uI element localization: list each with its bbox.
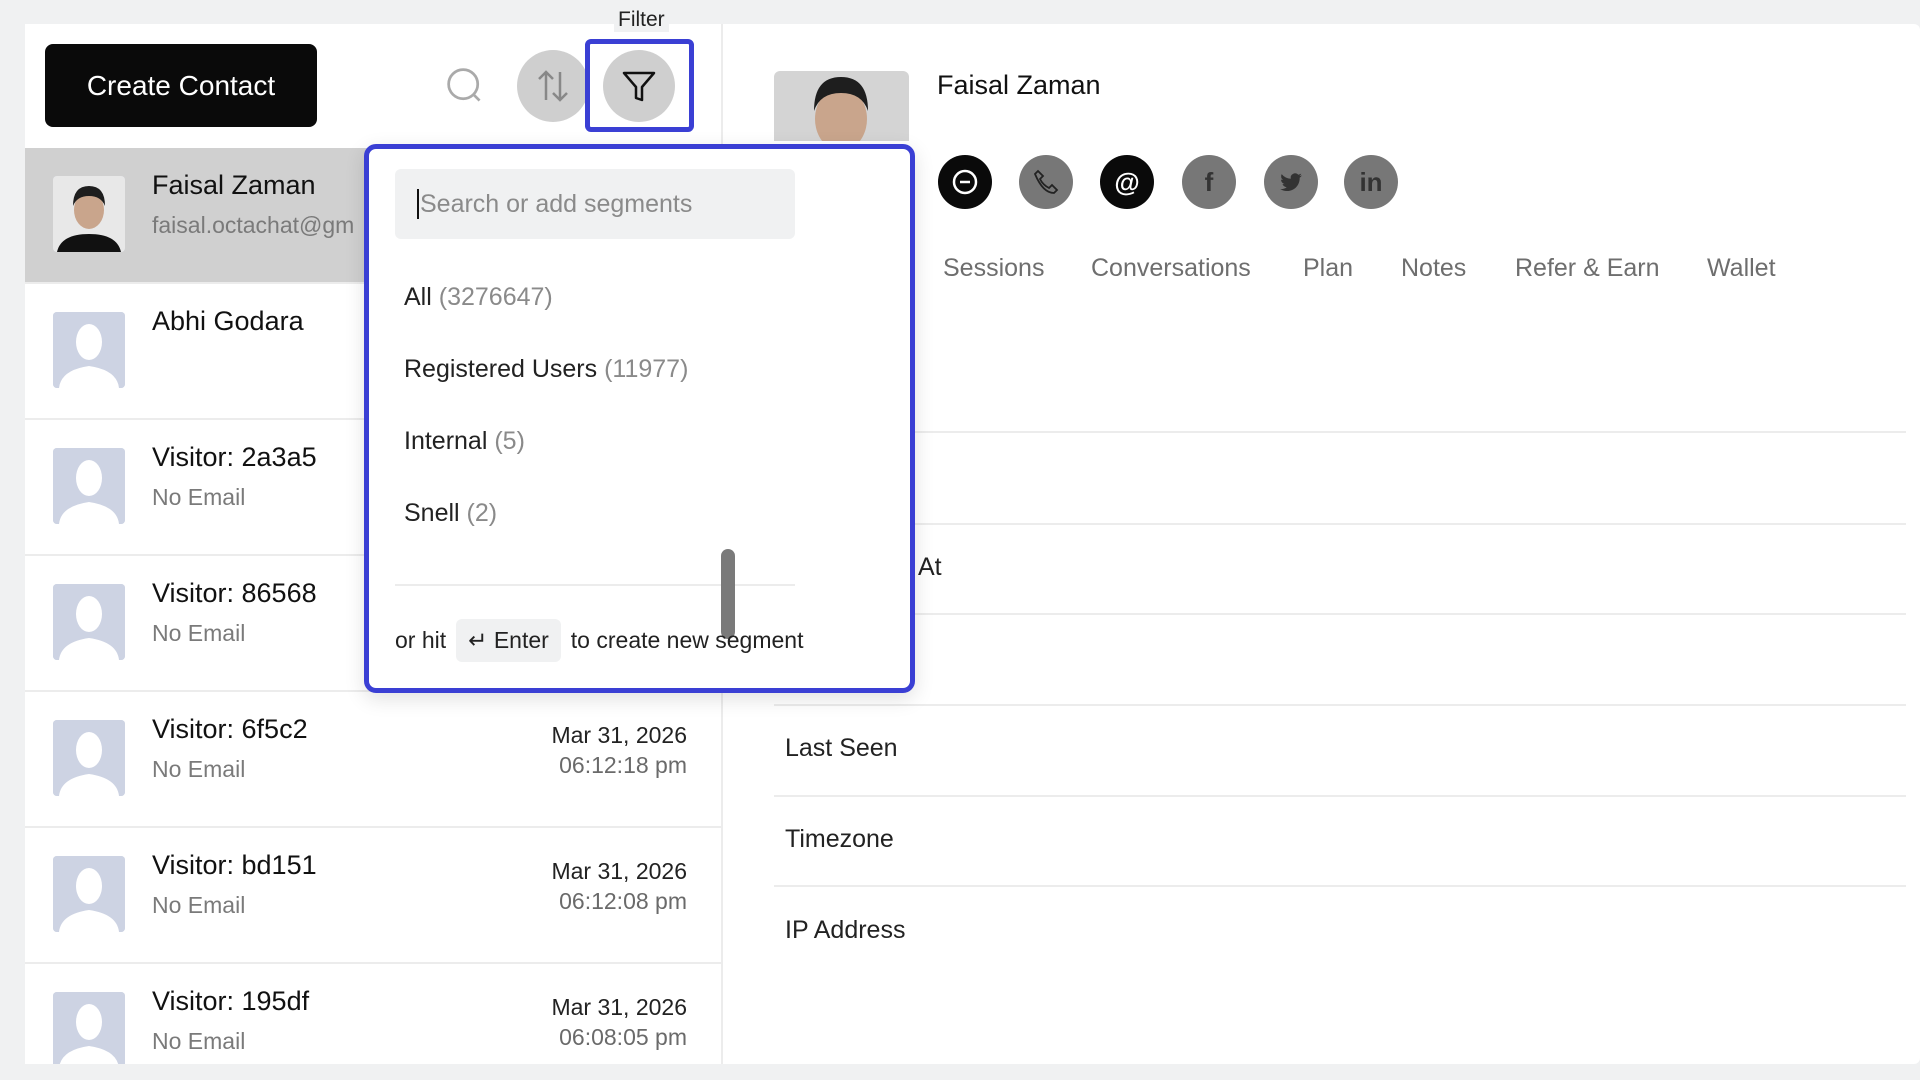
profile-name: Faisal Zaman <box>937 70 1101 100</box>
filter-icon <box>622 71 656 102</box>
contact-name: Visitor: bd151 <box>152 850 317 880</box>
contact-email: No Email <box>152 1028 246 1054</box>
contact-name: Visitor: 6f5c2 <box>152 714 308 744</box>
profile-photo <box>774 71 909 141</box>
contact-avatar <box>53 856 125 932</box>
contact-date: Mar 31, 2026 <box>551 994 687 1020</box>
facebook-icon: f <box>1204 166 1214 197</box>
contact-avatar <box>53 720 125 796</box>
segment-dropdown: Search or add segments All (3276647) Regi… <box>364 144 915 693</box>
tab-refer-earn[interactable]: Refer & Earn <box>1515 254 1660 282</box>
field-label: IP Address <box>785 916 906 944</box>
field-label: Timezone <box>785 825 894 853</box>
enter-icon: ↵ <box>468 627 494 653</box>
segment-option[interactable]: Snell (2) <box>404 499 497 528</box>
filter-highlight <box>585 39 694 132</box>
enter-key-badge: ↵ Enter <box>456 619 561 662</box>
email-icon: @ <box>1114 166 1140 197</box>
contact-time: 06:12:18 pm <box>559 752 687 778</box>
twitter-icon <box>1280 173 1302 192</box>
contact-name: Visitor: 2a3a5 <box>152 442 317 472</box>
sort-icon <box>538 70 568 102</box>
segment-option[interactable]: Registered Users (11977) <box>404 355 688 384</box>
segment-search-input[interactable]: Search or add segments <box>395 169 795 239</box>
segment-search-placeholder: Search or add segments <box>420 189 693 218</box>
contact-date: Mar 31, 2026 <box>551 722 687 748</box>
contact-time: 06:12:08 pm <box>559 888 687 914</box>
contact-email: No Email <box>152 484 246 510</box>
tab-plan[interactable]: Plan <box>1303 254 1354 282</box>
segment-option[interactable]: Internal (5) <box>404 427 525 456</box>
segment-count: (11977) <box>604 355 689 383</box>
sort-button[interactable] <box>517 50 589 122</box>
contact-name: Visitor: 86568 <box>152 578 317 608</box>
field-divider <box>774 523 1906 525</box>
field-divider <box>774 704 1906 706</box>
enter-key-label: Enter <box>493 627 549 653</box>
search-button[interactable] <box>445 66 485 106</box>
field-label: At <box>918 553 942 581</box>
search-icon <box>447 68 481 102</box>
contact-avatar <box>53 176 125 252</box>
segment-count: (3276647) <box>438 283 553 311</box>
filter-tooltip: Filter <box>614 8 669 32</box>
field-divider <box>774 613 1906 615</box>
contact-email: No Email <box>152 892 246 918</box>
phone-button[interactable] <box>1019 155 1073 209</box>
linkedin-icon: in <box>1359 166 1383 197</box>
segment-label: Registered Users <box>404 355 598 383</box>
contact-avatar <box>53 448 125 524</box>
contact-date: Mar 31, 2026 <box>551 858 687 884</box>
phone-icon <box>1033 169 1059 194</box>
contact-row[interactable]: Abhi Godara <box>25 284 721 420</box>
field-label: Last Seen <box>785 734 898 762</box>
segment-label: Snell <box>404 499 460 527</box>
segment-count: (5) <box>494 427 525 455</box>
contact-row[interactable]: Visitor: 6f5c2 No Email Mar 31, 2026 06:… <box>25 692 721 828</box>
linkedin-button[interactable]: in <box>1344 155 1398 209</box>
scrollbar-thumb[interactable] <box>721 549 735 639</box>
tab-notes[interactable]: Notes <box>1401 254 1467 282</box>
contact-email: No Email <box>152 620 246 646</box>
email-button[interactable]: @ <box>1100 155 1154 209</box>
tab-conversations[interactable]: Conversations <box>1091 254 1251 282</box>
twitter-button[interactable] <box>1264 155 1318 209</box>
segment-count: (2) <box>466 499 498 527</box>
contact-email: No Email <box>152 756 246 782</box>
contact-name: Abhi Godara <box>152 306 304 336</box>
create-contact-button[interactable]: Create Contact <box>45 44 317 127</box>
create-segment-hint: or hit ↵ Enter to create new segment <box>395 619 803 662</box>
hint-suffix: to create new segment <box>570 627 804 653</box>
contact-name: Faisal Zaman <box>152 170 316 200</box>
field-divider <box>774 431 1906 433</box>
segment-label: All <box>404 283 432 311</box>
tab-sessions[interactable]: Sessions <box>943 254 1045 282</box>
facebook-button[interactable]: f <box>1182 155 1236 209</box>
field-divider <box>774 885 1906 887</box>
divider <box>395 584 795 586</box>
chat-button[interactable] <box>938 155 992 209</box>
hint-prefix: or hit <box>395 627 447 653</box>
segment-option[interactable]: All (3276647) <box>404 283 553 312</box>
contact-row[interactable]: Visitor: bd151 No Email Mar 31, 2026 06:… <box>25 828 721 964</box>
tab-wallet[interactable]: Wallet <box>1707 254 1776 282</box>
contact-time: 06:08:05 pm <box>559 1024 687 1050</box>
contact-avatar <box>53 312 125 388</box>
contact-email: faisal.octachat@gm <box>152 212 355 238</box>
contact-row[interactable]: Visitor: 195df No Email Mar 31, 2026 06:… <box>25 964 721 1064</box>
contact-name: Visitor: 195df <box>152 986 310 1016</box>
filter-button[interactable] <box>603 50 675 122</box>
chat-icon <box>952 169 978 195</box>
field-divider <box>774 795 1906 797</box>
segment-label: Internal <box>404 427 488 455</box>
contact-avatar <box>53 992 125 1064</box>
contact-avatar <box>53 584 125 660</box>
